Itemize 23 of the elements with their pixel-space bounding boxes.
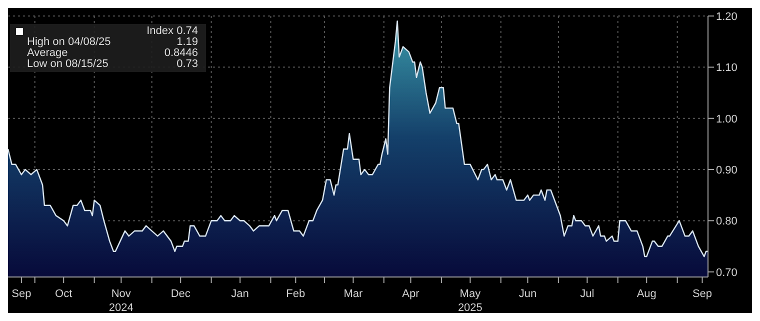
y-tick-label: 0.70 [716,266,738,279]
x-tick-label: Sep [692,288,712,300]
x-tick-label: Jan [231,288,249,300]
x-tick-label: Jun [518,288,537,300]
x-tick-label: Nov 2024 [108,288,134,314]
text: Low on 08/15/25 0.73 [27,58,198,70]
y-tick-label: 0.90 [716,164,738,176]
x-tick-label: May 2025 [458,288,482,314]
x-tick-label: Dec [170,288,191,300]
text: High on 04/08/25 1.19 [27,36,198,48]
y-tick-label: 0.80 [716,216,738,228]
text: Average 0.8446 [27,47,198,59]
x-tick-label: Aug [636,288,656,300]
y-tick-label: 1.20 [716,10,738,23]
x-tick-label: Jul [580,288,594,300]
annotation: Index 0.74 [146,25,198,37]
x-tick-label: Feb [286,288,306,300]
x-tick-label: Oct [55,288,72,300]
y-tick-label: 1.00 [716,113,738,126]
y-tick-label: 1.10 [716,62,738,74]
x-tick-label: Sep [12,288,32,300]
x-tick-label: Mar [344,288,364,300]
x-tick-label: Apr [402,288,420,300]
